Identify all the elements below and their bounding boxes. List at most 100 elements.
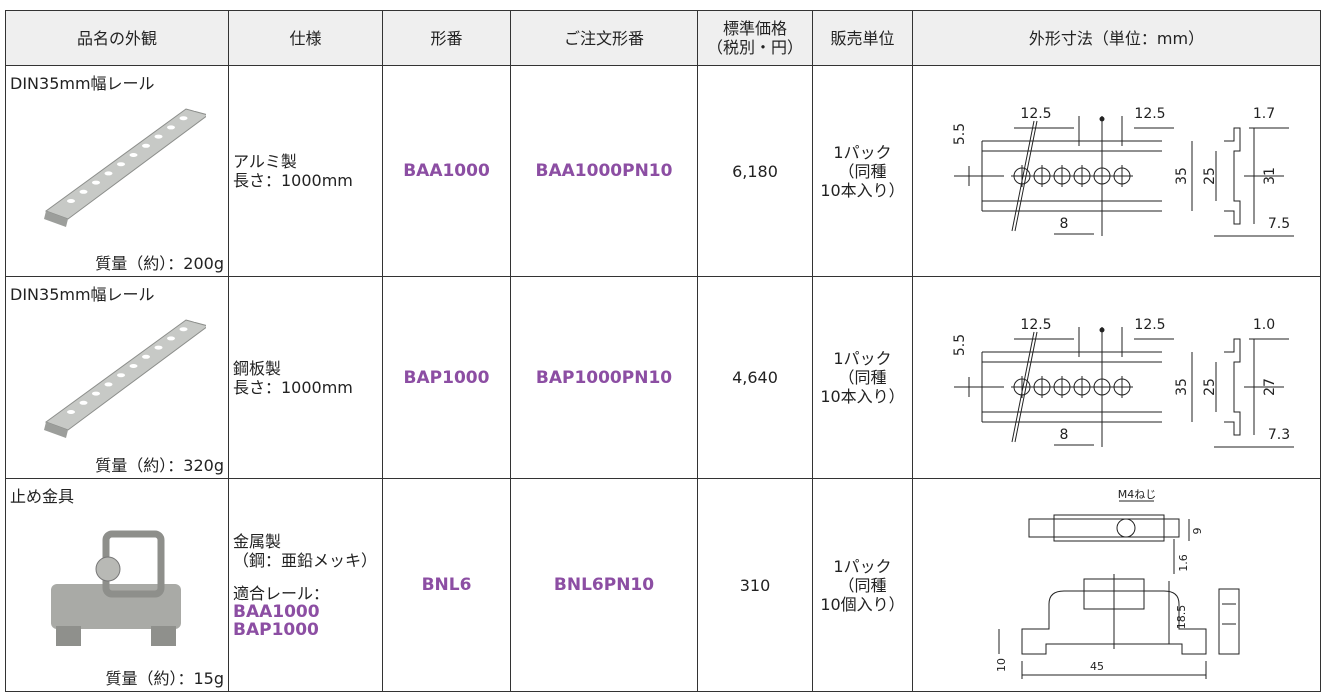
drawing-line (1014, 331, 1037, 443)
header: 品名の外観 (5, 10, 229, 66)
cell: 1パック （同種 10本入り） (812, 276, 913, 479)
unit-line: 10本入り） (820, 387, 905, 406)
rail-flange (44, 211, 68, 227)
cell: DIN35mm幅レール質量（約）：320g (5, 276, 229, 479)
header: ご注文形番 (510, 10, 698, 66)
cell: 12.5 12.5 5.5 35 25 31 1.7 8 7.5 (912, 65, 1321, 277)
header: 仕様 (228, 10, 383, 66)
product-weight: 質量（約）：320g (95, 456, 224, 475)
dimension-label: 1.7 (1252, 106, 1274, 122)
dimension-label: 1.0 (1252, 317, 1274, 333)
order-model: BAP1000PN10 (510, 276, 698, 479)
dimension-drawing: 12.5 12.55.535 25 271.08 7.3 (952, 317, 1294, 448)
rail-profile (1223, 338, 1240, 436)
product-weight: 質量（約）：15g (105, 669, 224, 688)
drawing-dot (1099, 327, 1104, 333)
price: 4,640 (697, 276, 813, 479)
dimension-label: 35 (1174, 378, 1190, 396)
product-name: DIN35mm幅レール (10, 285, 155, 304)
drawing-part (1053, 514, 1164, 542)
spec-line: 長さ：1000mm (233, 377, 353, 397)
rail-hole (192, 107, 200, 111)
rail-profile (1223, 127, 1240, 225)
dimension-label: 35 (1174, 167, 1190, 185)
unit-line: （同種 (838, 575, 887, 595)
clamp-image (51, 530, 181, 646)
rail-hole (154, 345, 163, 350)
order-model: BAA1000PN10 (510, 65, 698, 277)
rail-hole (154, 134, 163, 139)
dimension-label: 8 (1059, 216, 1068, 232)
compat-model: BAA1000 (233, 601, 320, 622)
rail-hole (192, 318, 200, 322)
unit-line: 10個入り） (820, 594, 905, 614)
dimension-label: M4ねじ (1117, 488, 1156, 501)
dimension-label: 25 (1202, 378, 1218, 396)
dimension-label: 7.5 (1267, 216, 1289, 232)
price: 6,180 (697, 65, 813, 277)
header: 販売単位 (812, 10, 913, 66)
dimension-label: 1.6 (1177, 554, 1190, 572)
product-table: 品名の外観 仕様 形番 ご注文形番 標準価格 （税別・円） 販売単位 外形寸法（単… (5, 10, 1321, 692)
spec-line: 金属製 (233, 531, 282, 551)
dimension-label: 12.5 (1134, 317, 1165, 333)
price: 310 (697, 478, 813, 692)
rail-hole (104, 171, 113, 176)
clamp-foot (151, 626, 176, 646)
rail-flange (44, 422, 68, 438)
dimension-drawing: M4ねじ 9 1.6 18.5 10 45 (995, 488, 1239, 679)
order-model: BNL6PN10 (510, 478, 698, 692)
rail-hole (67, 410, 75, 414)
rail-hole (79, 400, 88, 405)
cell: アルミ製 長さ：1000mm (228, 65, 383, 277)
clamp-foot (56, 626, 81, 646)
header-row: 品名の外観 仕様 形番 ご注文形番 標準価格 （税別・円） 販売単位 外形寸法（単… (5, 10, 1321, 66)
dimension-label: 5.5 (952, 123, 968, 145)
dimension-label: 45 (1090, 660, 1104, 673)
model: BNL6 (382, 478, 511, 692)
model: BAA1000 (382, 65, 511, 277)
rail-hole (129, 153, 138, 157)
cell: M4ねじ 9 1.6 18.5 10 45 (912, 478, 1321, 692)
product-name: DIN35mm幅レール (10, 74, 155, 93)
header: 標準価格 （税別・円） (697, 10, 813, 66)
rail-hole (92, 180, 100, 185)
drawing-screw (1116, 518, 1135, 538)
spacer (233, 570, 382, 584)
rail-hole (167, 336, 175, 341)
rail-hole (142, 143, 150, 148)
rail-hole (179, 116, 188, 121)
dimension-drawing: 12.5 12.55.535 25 311.78 7.5 (952, 106, 1294, 237)
dimension-label: 8 (1059, 427, 1068, 443)
dimension-label: 9 (1191, 528, 1204, 535)
header-line: 標準価格 (722, 19, 787, 38)
compat-model: BAP1000 (233, 619, 319, 640)
cell: 12.5 12.5 5.5 35 25 27 1.0 8 7.3 (912, 276, 1321, 479)
rail-hole (92, 391, 100, 396)
drawing-part (1028, 518, 1179, 538)
drawing-line (1011, 120, 1034, 232)
rail-image (44, 318, 206, 438)
header-line: （税別・円） (706, 38, 803, 57)
unit-line: （同種 (838, 161, 887, 181)
unit-line: 10本入り） (820, 180, 905, 200)
compat-label: 適合レール： (233, 583, 330, 603)
unit-line: （同種 (838, 368, 887, 387)
cell: 1パック （同種 10本入り） (812, 65, 913, 277)
cell: 金属製 （鋼：亜鉛メッキ） 適合レール： BAA1000 BAP1000 (228, 478, 383, 692)
header: 外形寸法（単位：mm） (912, 10, 1321, 66)
spec-line: 鋼板製 (233, 358, 282, 378)
rail-hole (79, 189, 88, 194)
dimension-label: 12.5 (1134, 106, 1165, 122)
unit-line: 1パック (833, 142, 892, 162)
cell: DIN35mm幅レール質量（約）：200g (5, 65, 229, 277)
drawing-line (1014, 120, 1037, 232)
product-weight: 質量（約）：200g (95, 254, 224, 273)
page: 品名の外観 仕様 形番 ご注文形番 標準価格 （税別・円） 販売単位 外形寸法（単… (5, 10, 1321, 692)
rail-hole (117, 373, 125, 378)
cell: 1パック （同種 10個入り） (812, 478, 913, 692)
dimension-label: 25 (1202, 167, 1218, 185)
unit-line: 1パック (833, 556, 892, 576)
rail-hole (142, 354, 150, 359)
rail-hole (179, 327, 188, 332)
